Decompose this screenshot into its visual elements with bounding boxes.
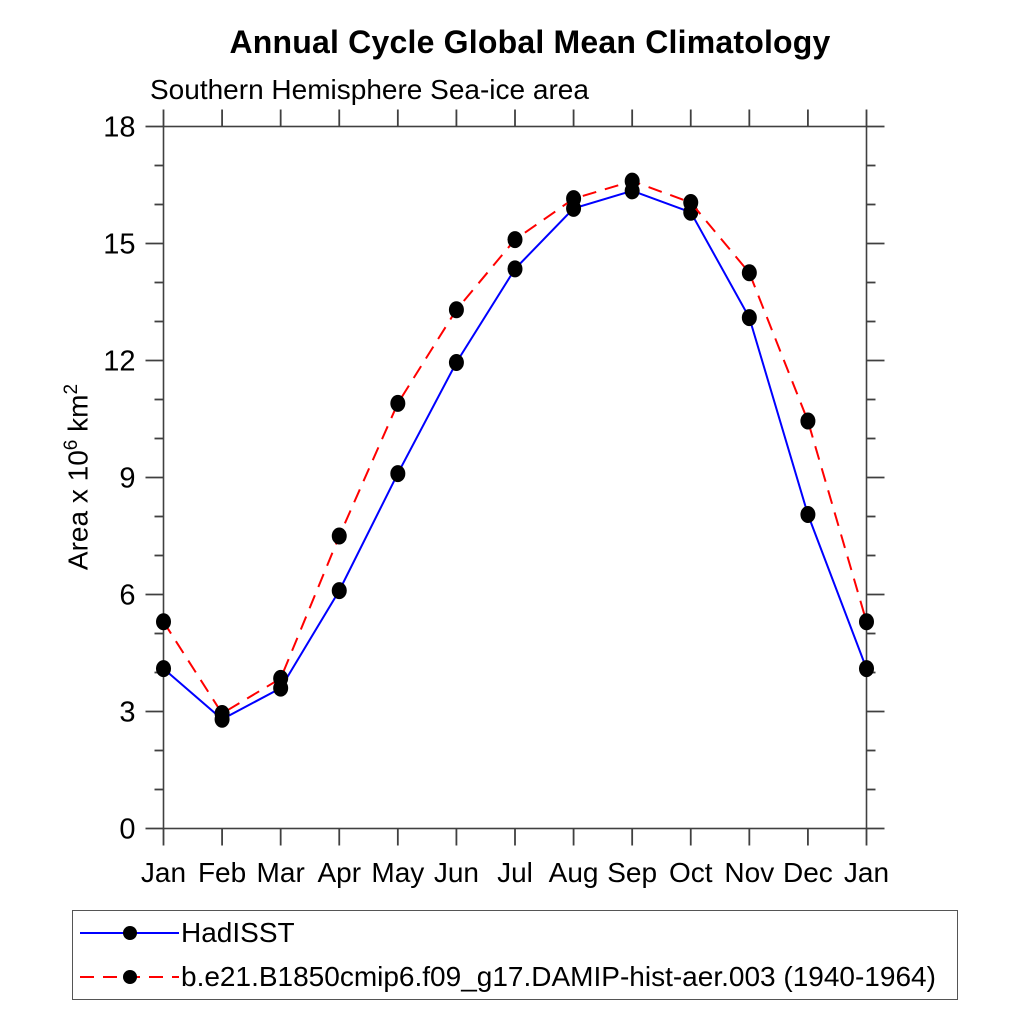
legend: HadISST b.e21.B1850cmip6.f09_g17.DAMIP-hi…: [72, 910, 958, 1000]
chart-subtitle: Southern Hemisphere Sea-ice area: [150, 74, 589, 105]
data-point: [800, 506, 816, 524]
x-tick-label: Feb: [198, 857, 246, 888]
legend-marker: [123, 970, 137, 984]
data-point: [683, 194, 699, 212]
x-tick-label: Nov: [724, 857, 774, 888]
x-tick-label: Aug: [549, 857, 599, 888]
data-point: [390, 394, 406, 412]
data-point: [859, 660, 874, 678]
y-tick-label: 6: [119, 580, 135, 612]
data-point: [390, 465, 406, 483]
x-tick-label: Dec: [783, 857, 833, 888]
data-point: [859, 613, 874, 631]
legend-entry-0: HadISST: [73, 912, 957, 954]
data-point: [331, 527, 347, 545]
data-point: [448, 301, 464, 319]
data-point: [507, 231, 523, 249]
data-point: [800, 412, 816, 430]
legend-line-sample: [80, 970, 179, 984]
data-point: [448, 353, 464, 371]
legend-line-sample: [80, 926, 179, 940]
legend-label: b.e21.B1850cmip6.f09_g17.DAMIP-hist-aer.…: [181, 961, 936, 992]
data-point: [156, 660, 171, 678]
legend-label: HadISST: [181, 917, 295, 948]
data-point: [273, 669, 289, 687]
data-point: [214, 704, 230, 722]
x-tick-label: Jan: [141, 857, 186, 888]
x-tick-label: Jan: [844, 857, 889, 888]
data-point: [624, 172, 640, 190]
y-tick-label: 0: [119, 814, 135, 846]
chart-title: Annual Cycle Global Mean Climatology: [229, 24, 831, 60]
x-tick-label: Oct: [669, 857, 713, 888]
x-tick-label: May: [371, 857, 424, 888]
x-tick-label: Jul: [497, 857, 533, 888]
y-tick-label: 18: [103, 112, 135, 144]
data-point: [741, 309, 757, 327]
y-tick-label: 3: [119, 697, 135, 729]
x-tick-label: Mar: [257, 857, 305, 888]
legend-entry-1: b.e21.B1850cmip6.f09_g17.DAMIP-hist-aer.…: [73, 956, 957, 998]
legend-marker: [123, 926, 137, 940]
x-tick-label: Sep: [607, 857, 657, 888]
y-tick-label: 15: [103, 229, 135, 261]
data-point: [741, 264, 757, 282]
x-tick-label: Apr: [317, 857, 361, 888]
data-point: [331, 582, 347, 600]
data-point: [507, 260, 523, 278]
x-tick-label: Jun: [434, 857, 479, 888]
data-point: [156, 613, 171, 631]
y-tick-label: 9: [119, 463, 135, 495]
y-tick-label: 12: [103, 346, 135, 378]
data-point: [566, 190, 582, 208]
